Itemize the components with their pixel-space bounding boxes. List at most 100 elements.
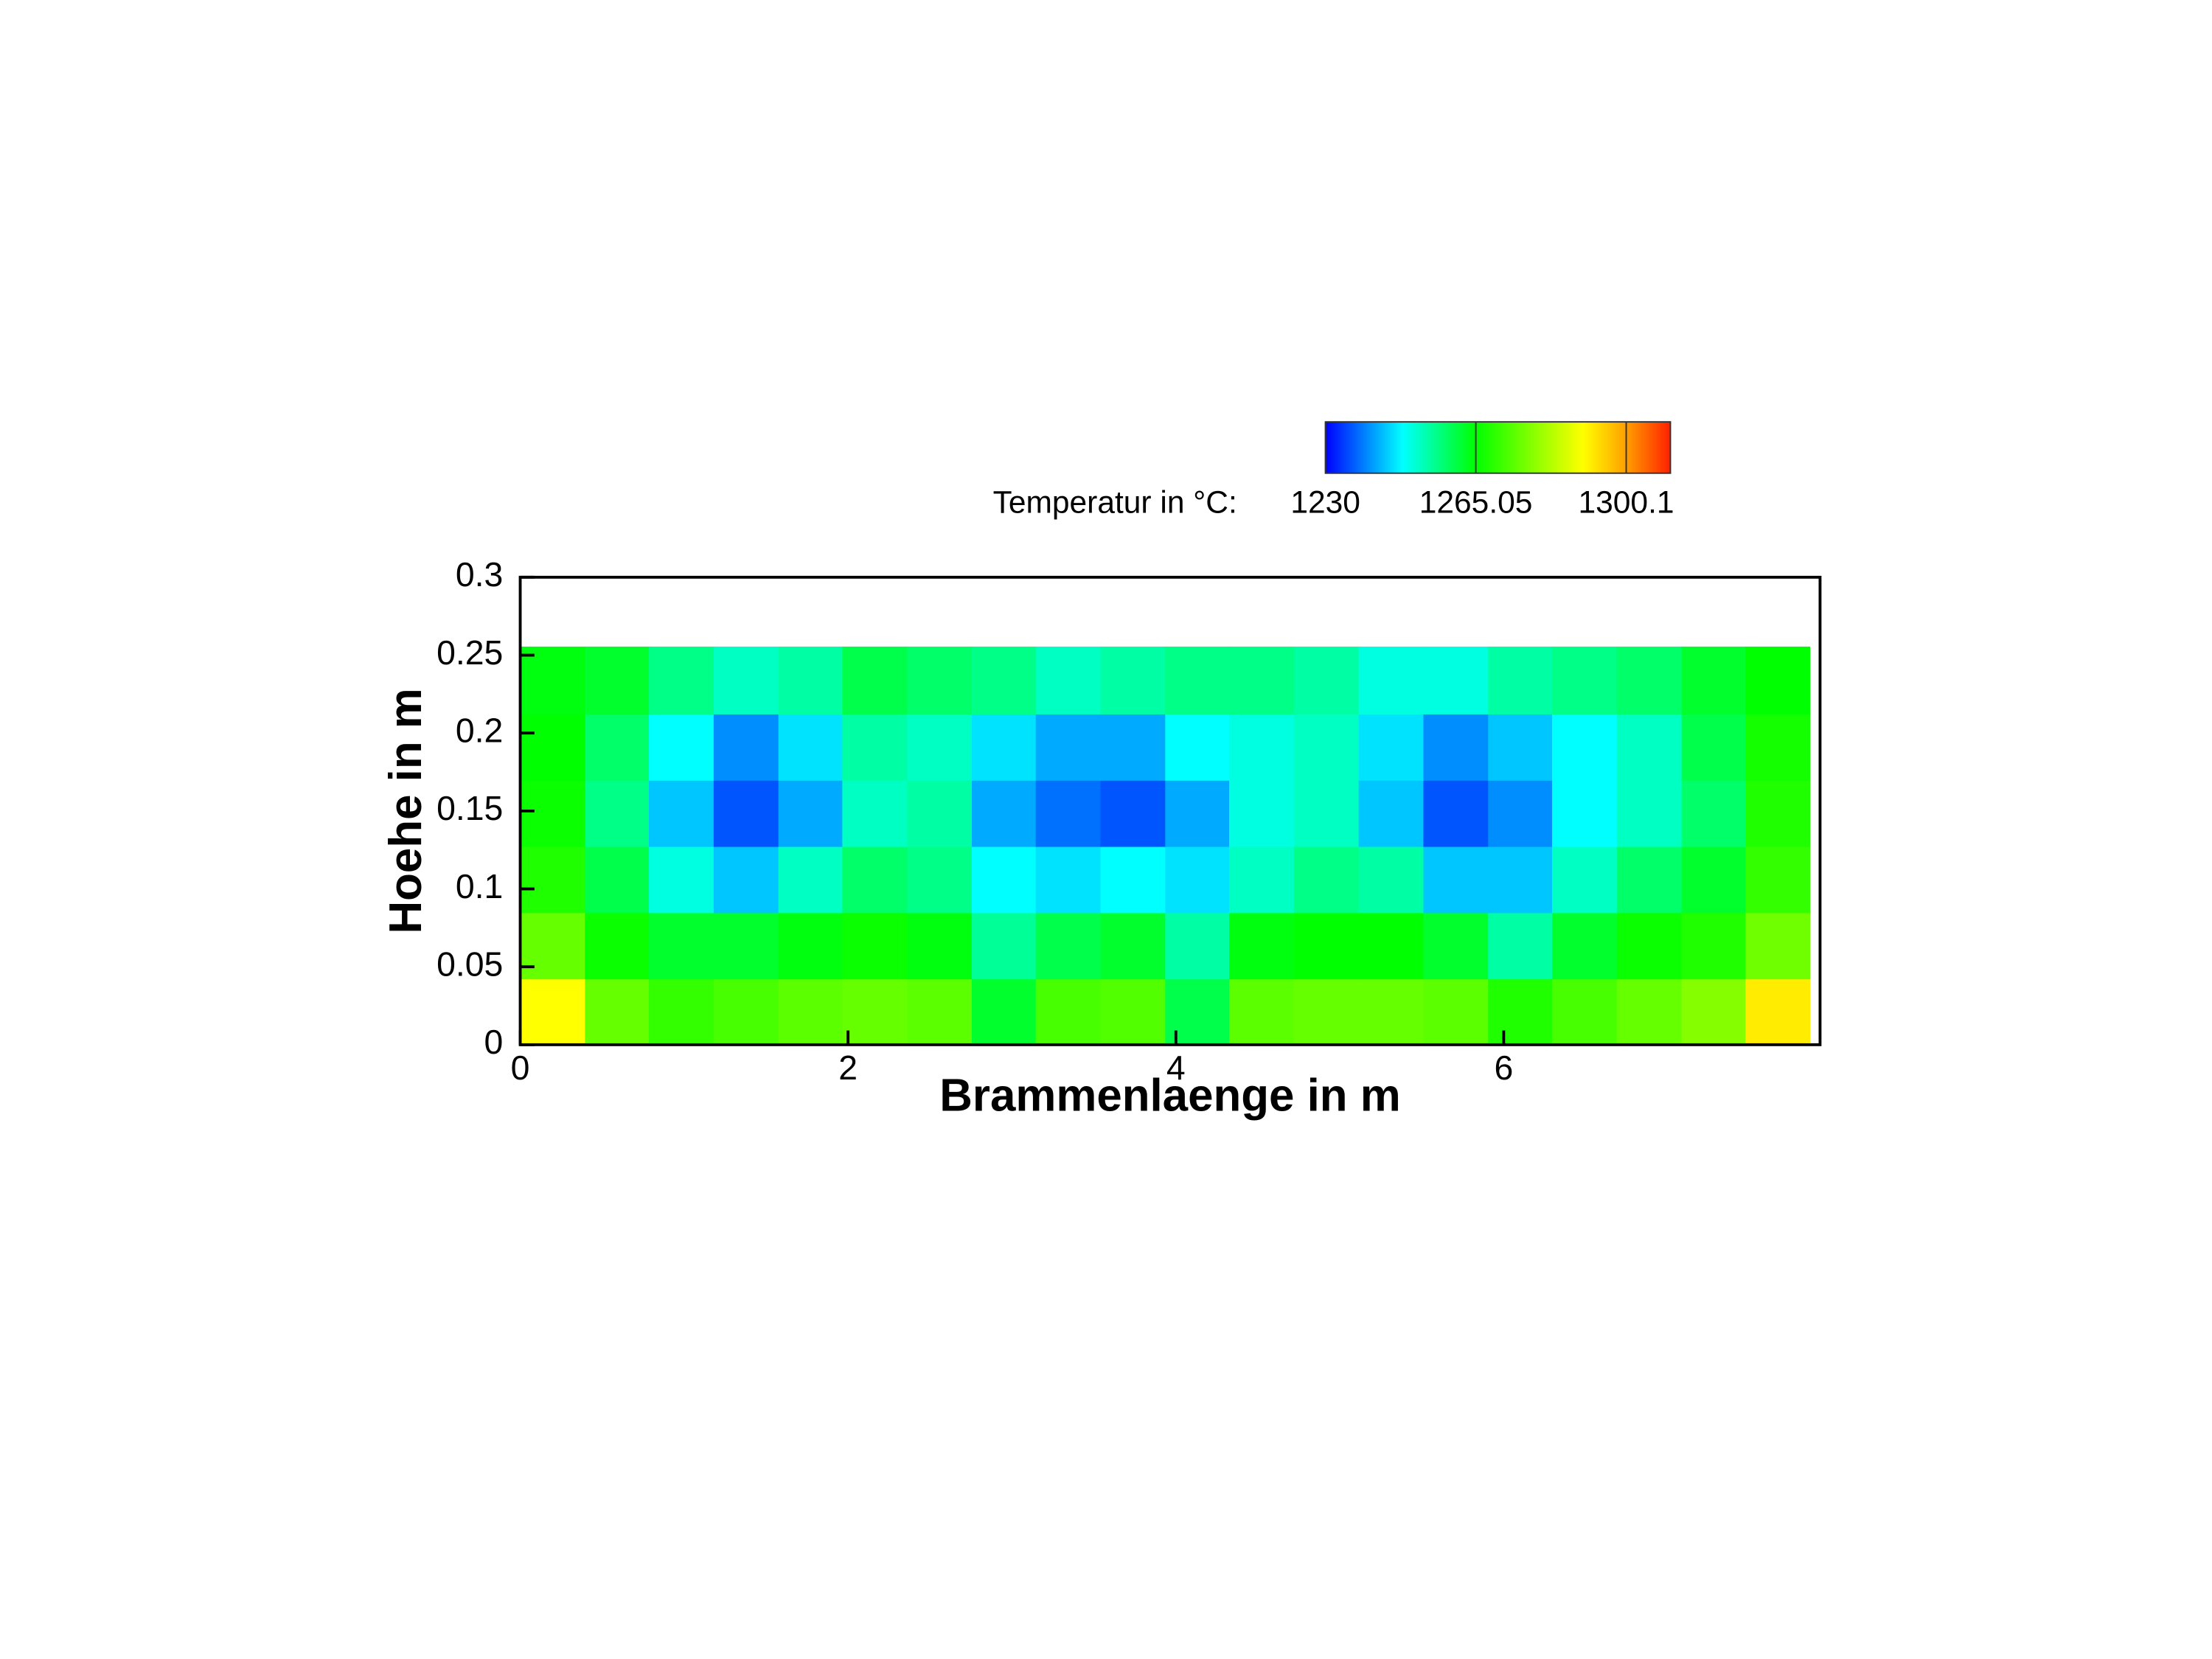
heatmap-cell <box>1681 713 1747 781</box>
heatmap-cell <box>1293 779 1360 847</box>
heatmap-cell <box>1100 779 1166 847</box>
heatmap-cell <box>1745 912 1811 980</box>
heatmap-cell <box>1745 713 1811 781</box>
x-axis-label: Brammenlaenge in m <box>939 1071 1401 1121</box>
heatmap-cell <box>907 912 973 980</box>
heatmap-cell <box>1100 713 1166 781</box>
heatmap-cell <box>778 713 844 781</box>
y-tick-label: 0.2 <box>456 711 503 749</box>
heatmap-cell <box>971 779 1037 847</box>
heatmap-cell <box>1035 646 1102 714</box>
y-tick-label: 0.25 <box>437 633 503 672</box>
heatmap-cell <box>778 646 844 714</box>
heatmap-cell <box>1551 779 1618 847</box>
heatmap-cell <box>1035 713 1102 781</box>
heatmap-cell <box>649 646 715 714</box>
heatmap-cell <box>521 713 586 781</box>
heatmap-cell <box>1423 713 1489 781</box>
heatmap-cell <box>1358 978 1425 1045</box>
heatmap-cell <box>713 713 779 781</box>
heatmap-cell <box>585 912 650 980</box>
heatmap-cell <box>1423 912 1489 980</box>
heatmap-cell <box>1100 646 1166 714</box>
y-tick-label: 0.15 <box>437 789 503 827</box>
heatmap-cell <box>1681 912 1747 980</box>
heatmap-cell <box>713 912 779 980</box>
y-axis-label: Hoehe in m <box>380 688 431 933</box>
heatmap-cell <box>1616 713 1683 781</box>
heatmap-cell <box>585 779 650 847</box>
heatmap-cell <box>1293 846 1360 914</box>
heatmap-cell <box>842 646 908 714</box>
heatmap-cell <box>1358 646 1425 714</box>
heatmap-cell <box>521 779 586 847</box>
heatmap-cell <box>1616 978 1683 1045</box>
heatmap-cell <box>1229 646 1295 714</box>
heatmap-cell <box>1423 646 1489 714</box>
heatmap-cell <box>778 846 844 914</box>
colorbar <box>1324 421 1672 474</box>
heatmap-cell <box>971 978 1037 1045</box>
heatmap-cell <box>1551 646 1618 714</box>
heatmap-cell <box>842 978 908 1045</box>
heatmap-cell <box>1681 978 1747 1045</box>
heatmap-cell <box>1035 846 1102 914</box>
heatmap-cell <box>1358 846 1425 914</box>
heatmap-cell <box>649 713 715 781</box>
heatmap-cell <box>713 646 779 714</box>
heatmap-cell <box>1229 713 1295 781</box>
y-tick-label: 0.3 <box>456 555 503 594</box>
x-tick-label: 4 <box>1166 1048 1186 1087</box>
heatmap-cell <box>1165 646 1231 714</box>
heatmap-cell <box>649 978 715 1045</box>
heatmap-cell <box>521 978 586 1045</box>
colorbar-tick-label: 1230 <box>1290 486 1360 521</box>
heatmap-cell <box>1229 912 1295 980</box>
heatmap-cell <box>585 978 650 1045</box>
heatmap-cell <box>585 646 650 714</box>
heatmap-cell <box>1551 713 1618 781</box>
colorbar-tick-label: 1265.05 <box>1419 486 1533 521</box>
heatmap-cell <box>585 713 650 781</box>
heatmap-cell <box>1293 646 1360 714</box>
x-tick-label: 2 <box>838 1048 858 1087</box>
heatmap-cell <box>1358 713 1425 781</box>
heatmap-cell <box>1488 978 1554 1045</box>
heatmap-cell <box>1488 846 1554 914</box>
x-tick-label: 6 <box>1494 1048 1513 1087</box>
heatmap-cell <box>907 646 973 714</box>
heatmap-cell <box>1551 912 1618 980</box>
heatmap-cell <box>842 779 908 847</box>
heatmap-cell <box>713 846 779 914</box>
heatmap-cell <box>1616 646 1683 714</box>
heatmap-cell <box>1358 912 1425 980</box>
heatmap-cell <box>842 713 908 781</box>
heatmap-cell <box>1681 646 1747 714</box>
heatmap-cell <box>1035 912 1102 980</box>
heatmap-cell <box>1165 779 1231 847</box>
heatmap-cell <box>1551 846 1618 914</box>
heatmap-cell <box>971 646 1037 714</box>
heatmap-cell <box>971 713 1037 781</box>
heatmap-cell <box>1165 846 1231 914</box>
heatmap-cell <box>649 779 715 847</box>
heatmap-cell <box>1423 978 1489 1045</box>
heatmap-cell <box>907 978 973 1045</box>
heatmap-cell <box>1488 912 1554 980</box>
heatmap-cell <box>778 779 844 847</box>
colorbar-tick-label: 1300.1 <box>1579 486 1674 521</box>
heatmap <box>521 646 1811 1045</box>
heatmap-cell <box>521 646 586 714</box>
heatmap-cell <box>1488 779 1554 847</box>
x-tick-label: 0 <box>511 1048 530 1087</box>
heatmap-cell <box>1100 978 1166 1045</box>
heatmap-cell <box>713 779 779 847</box>
heatmap-cell <box>1229 978 1295 1045</box>
heatmap-cell <box>778 978 844 1045</box>
heatmap-cell <box>1358 779 1425 847</box>
y-tick-label: 0 <box>484 1023 504 1061</box>
heatmap-cell <box>585 846 650 914</box>
heatmap-cell <box>907 779 973 847</box>
heatmap-cell <box>1745 646 1811 714</box>
